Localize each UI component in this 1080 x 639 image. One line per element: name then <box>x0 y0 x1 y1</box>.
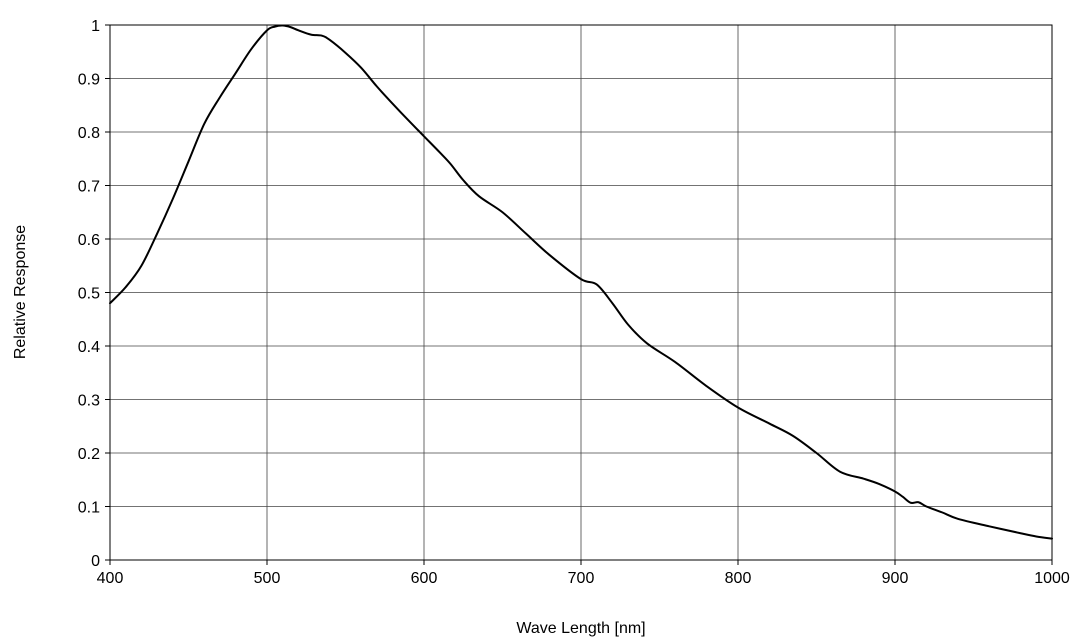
y-tick-label: 0.1 <box>78 500 100 517</box>
x-tick-label: 600 <box>411 570 438 587</box>
y-tick-label: 0.3 <box>78 393 100 410</box>
y-tick-label: 0.8 <box>78 125 100 142</box>
y-tick-label: 0.6 <box>78 232 100 249</box>
axis-ticks: 400 500 600 700 800 900 1000 0 0.1 0.2 0.3 0.4 0.5 0.… <box>78 18 1070 587</box>
x-tick-label: 700 <box>568 570 595 587</box>
grid <box>110 25 1052 560</box>
series-group <box>109 24 1053 540</box>
y-tick-label: 1 <box>91 18 100 35</box>
y-tick-label: 0 <box>91 553 100 570</box>
y-axis-title: Relative Response <box>12 225 29 359</box>
x-tick-label: 1000 <box>1034 570 1070 587</box>
x-tick-label: 400 <box>97 570 124 587</box>
x-tick-label: 800 <box>725 570 752 587</box>
y-tick-label: 0.4 <box>78 339 100 356</box>
x-tick-label: 900 <box>882 570 909 587</box>
y-tick-label: 0.7 <box>78 179 100 196</box>
x-axis-title: Wave Length [nm] <box>516 620 645 637</box>
y-tick-label: 0.9 <box>78 72 100 89</box>
y-tick-label: 0.2 <box>78 446 100 463</box>
x-tick-label: 500 <box>254 570 281 587</box>
y-tick-label: 0.5 <box>78 286 100 303</box>
series-line-0 <box>109 24 1053 540</box>
